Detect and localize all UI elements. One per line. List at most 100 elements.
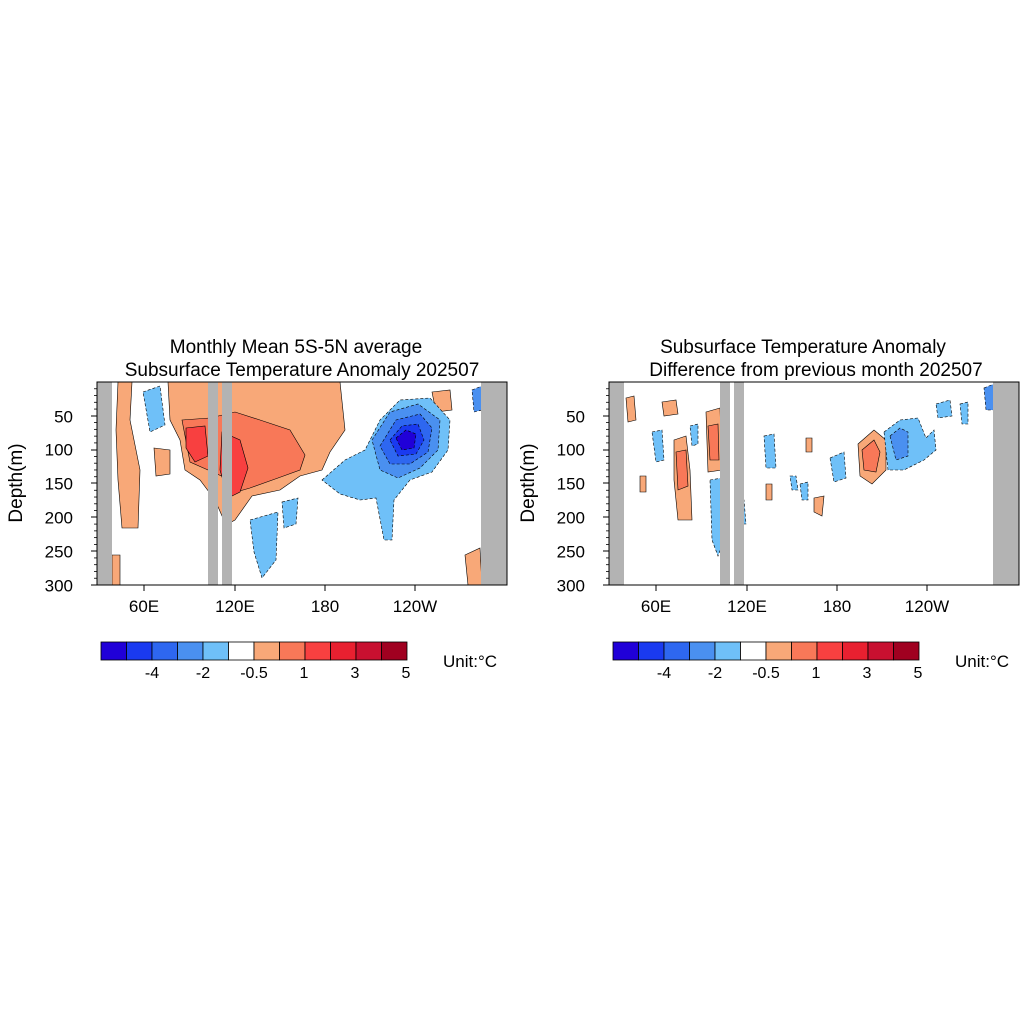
left-xtick-120e: 120E	[215, 597, 255, 616]
right-colorbar-label-neg05: -0.5	[752, 665, 780, 682]
left-warm-deep	[111, 554, 121, 585]
right-land-africa	[609, 382, 624, 585]
left-colorbar-label-neg05: -0.5	[240, 665, 268, 682]
left-ytick-200: 200	[45, 508, 73, 527]
left-colorbar-label-1: 1	[300, 665, 309, 682]
right-y-axis: 50 100 150 200 250 300 Depth(m)	[518, 407, 609, 595]
right-title-line1: Subsurface Temperature Anomaly	[660, 337, 946, 358]
right-colorbar-swatch-5	[740, 641, 767, 661]
left-colorbar-swatch-3	[177, 641, 204, 661]
left-colorbar-swatch-8	[304, 641, 331, 661]
left-xtick-60e: 60E	[129, 597, 159, 616]
right-colorbar-swatch-10	[867, 641, 894, 661]
left-colorbar-swatch-11	[381, 641, 408, 661]
right-land-americas	[993, 382, 1019, 585]
left-xtick-180: 180	[311, 597, 339, 616]
right-ytick-250: 250	[557, 542, 585, 561]
left-panel: Monthly Mean 5S-5N average Subsurface Te…	[6, 337, 508, 682]
left-colorbar-swatch-7	[279, 641, 306, 661]
left-plot-area	[97, 382, 507, 585]
right-colorbar-swatch-4	[714, 641, 741, 661]
left-title-line2: Subsurface Temperature Anomaly 202507	[125, 360, 480, 381]
right-plot-area	[609, 382, 1019, 585]
left-ytick-100: 100	[45, 440, 73, 459]
right-colorbar-label-neg4: -4	[657, 665, 671, 682]
left-ytick-300: 300	[45, 576, 73, 595]
right-cool-east-3	[959, 401, 969, 425]
left-y-axis: 50 100 150 200 250 300 Depth(m)	[6, 407, 97, 595]
right-warm-west-1	[625, 395, 637, 423]
left-cool-deep-2	[281, 497, 299, 529]
right-ytick-300: 300	[557, 576, 585, 595]
right-colorbar-swatch-3	[689, 641, 716, 661]
right-ytick-200: 200	[557, 508, 585, 527]
right-panel: Subsurface Temperature Anomaly Differenc…	[518, 337, 1020, 682]
right-title-line2: Difference from previous month 202507	[649, 360, 982, 381]
left-cool-east	[471, 385, 483, 413]
right-colorbar	[612, 641, 920, 661]
right-ytick-150: 150	[557, 474, 585, 493]
right-colorbar-swatch-11	[893, 641, 920, 661]
left-ylabel: Depth(m)	[6, 443, 27, 522]
left-colorbar-swatch-0	[100, 641, 127, 661]
left-colorbar	[100, 641, 408, 661]
left-colorbar-swatch-5	[228, 641, 255, 661]
right-land-indonesia-2	[734, 382, 744, 585]
right-colorbar-swatch-2	[663, 641, 690, 661]
right-colorbar-label-neg2: -2	[708, 665, 722, 682]
left-colorbar-swatch-2	[151, 641, 178, 661]
left-colorbar-label-neg4: -4	[145, 665, 159, 682]
right-colorbar-swatch-6	[765, 641, 792, 661]
left-ytick-150: 150	[45, 474, 73, 493]
right-colorbar-swatch-1	[638, 641, 665, 661]
left-warm-deep-east	[464, 547, 483, 585]
right-unit-label: Unit:°C	[955, 652, 1009, 671]
left-x-axis: 60E 120E 180 120W	[129, 585, 437, 616]
right-xtick-120e: 120E	[727, 597, 767, 616]
right-warm-small-4	[765, 483, 773, 501]
right-land-indonesia-1	[720, 382, 730, 585]
right-cool-deep-2	[789, 475, 799, 491]
right-warm-indo-core	[707, 423, 720, 461]
left-colorbar-swatch-9	[330, 641, 357, 661]
left-land-indonesia-2	[222, 382, 232, 585]
right-warm-small-3	[813, 495, 825, 517]
left-land-indonesia-1	[208, 382, 218, 585]
left-ytick-50: 50	[54, 407, 73, 426]
right-cool-mid-1	[763, 433, 777, 469]
right-ytick-50: 50	[566, 407, 585, 426]
left-colorbar-swatch-10	[355, 641, 382, 661]
left-warm-region-west	[115, 382, 141, 529]
right-colorbar-label-3: 3	[863, 665, 872, 682]
left-colorbar-swatch-6	[253, 641, 280, 661]
left-cool-west-small	[142, 385, 166, 433]
right-colorbar-swatch-0	[612, 641, 639, 661]
left-colorbar-label-neg2: -2	[196, 665, 210, 682]
right-warm-central-core	[861, 439, 881, 473]
right-cool-mid-2	[829, 451, 847, 483]
right-x-axis: 60E 120E 180 120W	[641, 585, 949, 616]
right-cool-east-2	[935, 399, 953, 419]
left-colorbar-swatch-4	[202, 641, 229, 661]
right-xtick-120w: 120W	[905, 597, 949, 616]
right-warm-small-2	[805, 437, 813, 453]
right-warm-west-core	[675, 449, 689, 491]
right-cool-west-2	[689, 423, 699, 447]
right-cool-deep-3	[799, 481, 809, 501]
right-colorbar-swatch-9	[842, 641, 869, 661]
right-ylabel: Depth(m)	[518, 443, 539, 522]
right-colorbar-label-5: 5	[914, 665, 923, 682]
right-warm-west-2	[661, 399, 679, 417]
left-land-africa	[97, 382, 112, 585]
left-cool-core	[395, 429, 417, 451]
left-colorbar-label-3: 3	[351, 665, 360, 682]
right-ytick-100: 100	[557, 440, 585, 459]
left-colorbar-label-5: 5	[402, 665, 411, 682]
left-warm-small	[153, 447, 171, 477]
right-colorbar-label-1: 1	[812, 665, 821, 682]
right-warm-small-1	[639, 475, 647, 493]
left-warm-core-2	[185, 425, 209, 463]
right-xtick-60e: 60E	[641, 597, 671, 616]
right-xtick-180: 180	[823, 597, 851, 616]
